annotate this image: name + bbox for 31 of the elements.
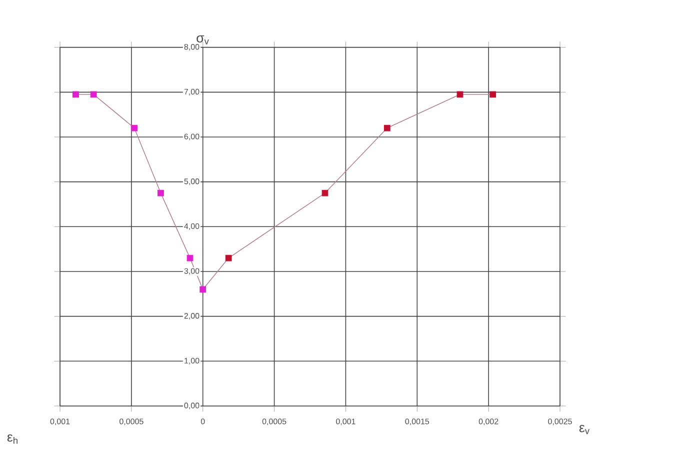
point (200, 286, 206, 293)
y-tick-label: 3,00 (184, 268, 200, 275)
x-tick-label: 0 (200, 418, 205, 424)
y-tick-label: 1,00 (184, 358, 200, 364)
y-tick-label: 0,00 (184, 402, 200, 410)
y-tick-label: 7,00 (184, 88, 200, 96)
x-tick-label: 0,0015 (405, 418, 430, 426)
x-tick-label: 0,001 (50, 418, 70, 426)
x-tick-label: 0,001 (336, 418, 356, 426)
point (158, 190, 164, 196)
x-tick-label: 0,0005 (120, 418, 144, 426)
y-tick-label: 6,00 (184, 134, 200, 140)
point (225, 254, 232, 262)
y-tick-label: 4,00 (184, 223, 200, 230)
point (384, 124, 390, 132)
x-tick-label: 0,0025 (548, 418, 572, 426)
point (456, 91, 464, 98)
point (186, 254, 194, 262)
point (490, 91, 496, 98)
text: ε$_{h}$ (7, 434, 18, 444)
x-tick-label: 0,002 (478, 418, 498, 426)
point (322, 190, 328, 196)
y-tick-label: 8,00 (184, 44, 200, 51)
x-tick-label: 0,0005 (262, 418, 286, 426)
point (131, 124, 138, 132)
y-tick-label: 5,00 (184, 178, 200, 186)
y-tick-label: 2,00 (184, 313, 200, 320)
y-axis-title: σ$_{v}$ (196, 35, 209, 44)
point (72, 91, 79, 98)
x-axis-title: ε$_{v}$ (579, 424, 590, 434)
point (90, 91, 97, 98)
